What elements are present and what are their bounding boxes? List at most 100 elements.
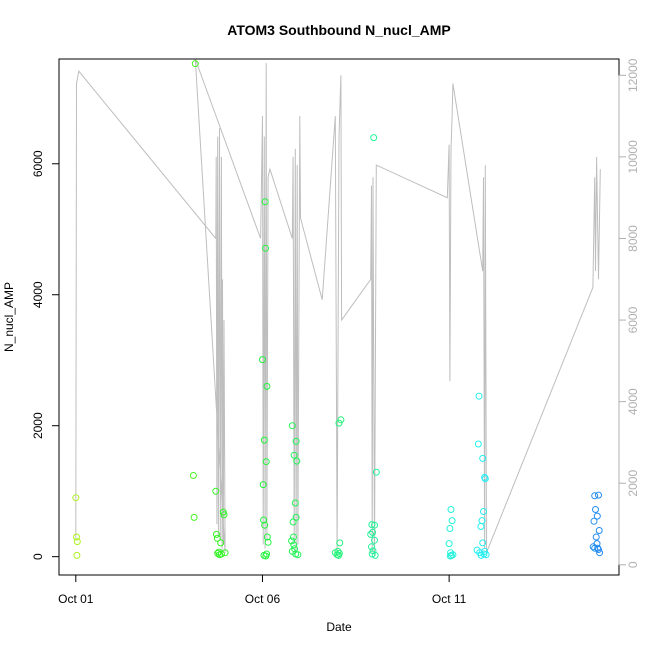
y2-tick-label: 0 [626,561,640,568]
data-point [482,551,490,559]
data-point [260,516,268,524]
data-point [213,530,220,538]
data-point [591,544,599,552]
data-point [475,392,483,400]
data-point [445,540,453,548]
y2-tick-label: 6000 [626,306,640,333]
y-axis-right: 0 2000 4000 6000 8000 10000 12000 [618,58,640,568]
data-point [592,506,599,513]
data-point [336,539,344,547]
data-point [474,440,482,448]
data-point [263,550,271,558]
y-axis-left: 0 2000 4000 6000 [31,150,60,560]
chart-title: ATOM3 Southbound N_nucl_AMP [227,22,450,38]
y2-tick-label: 10000 [626,140,640,174]
data-point [448,517,456,525]
data-point [264,538,272,546]
data-point [480,508,487,515]
data-point [292,437,300,445]
y-axis-label: N_nucl_AMP [2,282,16,352]
y-tick-label: 6000 [31,150,45,177]
data-point [447,506,455,513]
data-point [368,521,376,529]
data-point [371,551,379,559]
data-point [592,533,600,541]
data-point [591,492,599,500]
data-point [293,457,301,465]
points-layer [72,60,604,560]
data-point [259,356,266,364]
data-point [219,508,227,516]
data-point [446,552,454,560]
data-point [213,534,221,542]
data-point [73,551,81,559]
data-point [291,499,299,507]
data-point [260,436,268,444]
data-point [479,454,487,462]
data-point [288,537,296,545]
data-point [217,539,225,547]
data-point [214,549,222,557]
y-tick-label: 2000 [31,412,45,439]
data-point [73,533,80,541]
data-point [590,517,598,525]
data-point [259,481,267,489]
line-layer [75,58,601,557]
data-point [189,472,197,479]
data-point [263,533,271,541]
data-point [337,416,345,424]
y2-tick-label: 2000 [626,470,640,497]
data-point [595,546,602,553]
data-point [371,536,378,544]
data-point [220,511,228,519]
data-point [215,548,223,556]
data-point [212,487,220,495]
data-point [190,513,198,521]
y2-tick-label: 8000 [626,225,640,252]
data-point [73,538,81,546]
data-point [479,539,487,547]
series-line [75,58,601,557]
data-point [261,198,269,206]
data-point [290,541,298,549]
data-point [335,549,343,557]
data-point [477,523,485,530]
x-axis: Oct 01 Oct 06 Oct 11 [58,574,467,606]
data-point [369,528,377,536]
x-tick-label: Oct 01 [58,592,94,606]
data-point [290,533,297,541]
data-point [191,60,199,68]
x-tick-label: Oct 06 [245,592,281,606]
data-point [481,547,489,555]
y-tick-label: 4000 [31,281,45,308]
data-point [334,547,342,555]
x-tick-label: Oct 11 [432,592,467,606]
data-point [594,544,602,552]
data-point [367,530,375,538]
data-point [290,451,298,459]
y2-tick-label: 12000 [626,58,640,92]
data-point [596,549,604,557]
data-point [593,512,601,520]
data-point [481,475,489,483]
data-point [261,521,269,529]
data-point [372,468,380,476]
y2-tick-label: 4000 [626,388,640,415]
data-point [595,491,602,499]
data-point [370,134,378,142]
y-tick-label: 0 [31,553,45,560]
data-point [292,513,300,521]
data-point [72,494,80,502]
data-point [595,527,603,534]
data-point [263,382,271,390]
data-point [262,244,269,252]
x-axis-label: Date [326,620,352,634]
data-point [446,525,454,532]
data-point [288,422,296,430]
data-point [589,543,597,551]
data-point [371,521,378,529]
data-point [262,458,270,466]
data-point [368,543,375,551]
data-point [294,551,302,559]
